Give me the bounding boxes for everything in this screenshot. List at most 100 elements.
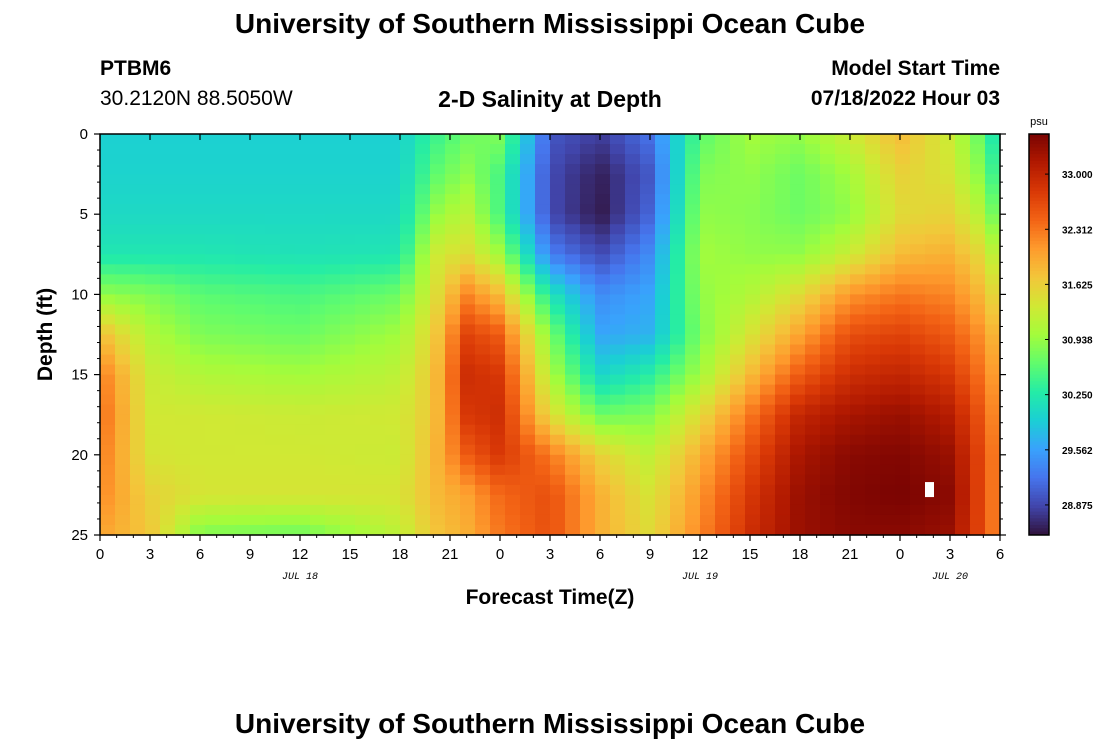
heatmap-cell bbox=[385, 454, 401, 466]
heatmap-cell bbox=[790, 294, 806, 306]
heatmap-cell bbox=[835, 384, 851, 396]
heatmap-cell bbox=[895, 294, 911, 306]
heatmap-cell bbox=[865, 234, 881, 245]
heatmap-cell bbox=[520, 274, 536, 285]
heatmap-cell bbox=[730, 284, 746, 296]
heatmap-cell bbox=[775, 474, 791, 486]
heatmap-cell bbox=[325, 164, 341, 175]
heatmap-cell bbox=[805, 154, 821, 165]
heatmap-cell bbox=[685, 144, 701, 155]
heatmap-cell bbox=[670, 414, 686, 426]
heatmap-cell bbox=[280, 184, 296, 195]
heatmap-cell bbox=[745, 144, 761, 155]
heatmap-cell bbox=[745, 524, 761, 536]
heatmap-cell bbox=[265, 334, 281, 346]
heatmap-cell bbox=[415, 394, 431, 406]
heatmap-cell bbox=[760, 234, 776, 245]
heatmap-cell bbox=[595, 404, 611, 416]
heatmap-cell bbox=[310, 314, 326, 326]
heatmap-cell bbox=[370, 484, 386, 496]
heatmap-cell bbox=[655, 404, 671, 416]
heatmap-cell bbox=[535, 234, 551, 245]
heatmap-cell bbox=[955, 324, 971, 336]
heatmap-cell bbox=[505, 524, 521, 536]
heatmap-cell bbox=[295, 184, 311, 195]
heatmap-cell bbox=[190, 174, 206, 185]
heatmap-cell bbox=[505, 244, 521, 255]
heatmap-cell bbox=[340, 134, 356, 145]
heatmap-cell bbox=[325, 404, 341, 416]
heatmap-cell bbox=[100, 294, 116, 306]
heatmap-cell bbox=[745, 274, 761, 285]
heatmap-cell bbox=[385, 404, 401, 416]
heatmap-cell bbox=[610, 504, 626, 516]
heatmap-cell bbox=[865, 354, 881, 366]
heatmap-cell bbox=[865, 154, 881, 165]
heatmap-cell bbox=[145, 314, 161, 326]
heatmap-cell bbox=[745, 294, 761, 306]
heatmap-cell bbox=[820, 264, 836, 275]
heatmap-cell bbox=[865, 294, 881, 306]
heatmap-cell bbox=[445, 264, 461, 275]
heatmap-cell bbox=[400, 174, 416, 185]
heatmap-cell bbox=[955, 204, 971, 215]
heatmap-cell bbox=[865, 164, 881, 175]
heatmap-cell bbox=[835, 214, 851, 225]
heatmap-cell bbox=[790, 374, 806, 386]
heatmap-cell bbox=[640, 414, 656, 426]
heatmap-cell bbox=[505, 354, 521, 366]
heatmap-cell bbox=[415, 134, 431, 145]
heatmap-cell bbox=[130, 414, 146, 426]
heatmap-cell bbox=[700, 314, 716, 326]
heatmap-cell bbox=[235, 254, 251, 265]
heatmap-cell bbox=[745, 474, 761, 486]
heatmap-cell bbox=[460, 284, 476, 296]
heatmap-cell bbox=[490, 324, 506, 336]
heatmap-cell bbox=[175, 434, 191, 446]
colorbar-segment bbox=[1029, 144, 1049, 148]
heatmap-cell bbox=[730, 464, 746, 476]
heatmap-cell bbox=[325, 314, 341, 326]
heatmap-cell bbox=[295, 214, 311, 225]
heatmap-cell bbox=[985, 194, 1001, 205]
heatmap-cell bbox=[565, 414, 581, 426]
colorbar-segment bbox=[1029, 361, 1049, 366]
heatmap-cell bbox=[790, 214, 806, 225]
heatmap-cell bbox=[550, 254, 566, 265]
heatmap-cell bbox=[580, 314, 596, 326]
heatmap-cell bbox=[640, 234, 656, 245]
heatmap-cell bbox=[295, 274, 311, 285]
heatmap-cell bbox=[490, 204, 506, 215]
station-id: PTBM6 bbox=[100, 57, 172, 80]
heatmap-cell bbox=[940, 394, 956, 406]
heatmap-cell bbox=[385, 474, 401, 486]
heatmap-cell bbox=[865, 134, 881, 145]
heatmap-cell bbox=[925, 284, 941, 296]
heatmap-cell bbox=[550, 144, 566, 155]
heatmap-cell bbox=[355, 254, 371, 265]
heatmap-cell bbox=[400, 344, 416, 356]
heatmap-cell bbox=[475, 234, 491, 245]
heatmap-cell bbox=[505, 364, 521, 376]
heatmap-cell bbox=[550, 444, 566, 456]
heatmap-cell bbox=[865, 144, 881, 155]
heatmap-cell bbox=[475, 134, 491, 145]
heatmap-cell bbox=[115, 154, 131, 165]
heatmap-cell bbox=[565, 484, 581, 496]
heatmap-cell bbox=[415, 214, 431, 225]
heatmap-cell bbox=[565, 514, 581, 526]
heatmap-cell bbox=[340, 294, 356, 306]
heatmap-cell bbox=[985, 274, 1001, 285]
heatmap-cell bbox=[415, 244, 431, 255]
heatmap-cell bbox=[580, 234, 596, 245]
heatmap-cell bbox=[115, 264, 131, 275]
heatmap-cell bbox=[430, 504, 446, 516]
heatmap-cell bbox=[730, 454, 746, 466]
heatmap-cell bbox=[520, 384, 536, 396]
heatmap-cell bbox=[115, 414, 131, 426]
heatmap-cell bbox=[205, 424, 221, 436]
heatmap-cell bbox=[670, 284, 686, 296]
heatmap-cell bbox=[580, 384, 596, 396]
heatmap-cell bbox=[625, 454, 641, 466]
heatmap-cell bbox=[820, 284, 836, 296]
